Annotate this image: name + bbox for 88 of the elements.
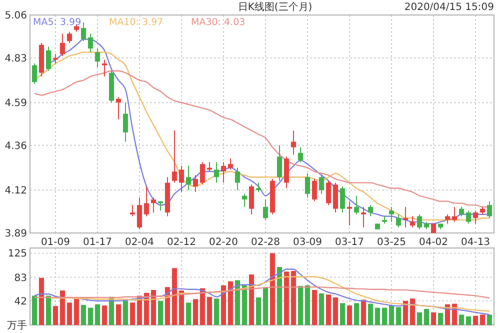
bar <box>270 253 276 325</box>
bar <box>214 298 220 325</box>
bar <box>74 298 80 325</box>
line-series <box>34 268 490 316</box>
bar <box>32 296 37 325</box>
x-tick-label: 02-28 <box>250 237 280 248</box>
y-tick-label: 4.12 <box>4 186 27 197</box>
bar <box>228 281 234 325</box>
bar <box>158 300 164 325</box>
bar <box>304 285 310 325</box>
bar <box>116 304 122 325</box>
bar <box>94 304 100 325</box>
y-tick-label: 4.59 <box>4 98 27 110</box>
bar <box>290 270 296 325</box>
bar <box>80 304 86 325</box>
x-tick-label: 03-09 <box>292 237 322 248</box>
x-tick-label: 02-12 <box>166 237 196 248</box>
y-tick-label: 83 <box>14 272 27 284</box>
bar <box>368 304 374 325</box>
bar <box>340 303 346 325</box>
bar <box>438 312 444 325</box>
bar <box>206 296 212 325</box>
x-tick-label: 03-25 <box>376 237 406 248</box>
x-tick-label: 03-17 <box>334 237 364 248</box>
bar <box>487 314 492 325</box>
chart-title: 日K线图(三个月) <box>238 1 312 13</box>
text: MA30: 4.03 <box>191 17 246 28</box>
bar <box>88 308 94 325</box>
y-tick-label: 125 <box>8 248 27 260</box>
bar <box>473 316 478 325</box>
bar <box>192 299 198 325</box>
y-tick-label: 4.83 <box>4 53 27 64</box>
bar <box>466 316 472 325</box>
y-tick-label: 万手 <box>7 320 27 332</box>
bar <box>346 305 352 325</box>
bar <box>52 306 58 325</box>
bar <box>298 286 304 325</box>
bar <box>66 302 72 325</box>
bar <box>396 307 402 325</box>
bar <box>262 287 268 325</box>
line-series <box>34 286 490 299</box>
series-label: MA5: 3.99 <box>33 17 82 28</box>
bar <box>332 297 338 325</box>
bar <box>416 312 422 325</box>
bar <box>430 312 436 325</box>
bar <box>382 308 388 325</box>
bar <box>326 294 332 325</box>
x-tick-label: 02-20 <box>208 237 238 248</box>
bar <box>220 285 226 325</box>
y-tick-label: 4.36 <box>4 140 27 152</box>
bar <box>186 302 192 325</box>
bar <box>354 303 360 325</box>
bar <box>150 290 156 325</box>
bar <box>360 300 366 325</box>
bar <box>122 300 128 325</box>
bar <box>284 272 290 325</box>
bar <box>374 308 380 325</box>
bar <box>424 308 430 325</box>
text: 2020/04/15 15:09 <box>404 2 494 13</box>
x-tick-label: 01-09 <box>40 237 70 248</box>
bar <box>242 285 248 325</box>
bar <box>60 290 66 325</box>
bar <box>256 297 262 325</box>
x-tick-label: 04-13 <box>460 237 490 248</box>
y-tick-label: 42 <box>14 296 27 308</box>
text: MA10: 3.97 <box>109 17 164 28</box>
bar <box>178 290 184 325</box>
bar <box>200 288 206 325</box>
bar <box>388 305 394 325</box>
bar <box>234 280 240 325</box>
y-tick-label: 5.06 <box>4 10 27 22</box>
bar <box>172 268 178 325</box>
bar <box>312 290 318 325</box>
bar <box>410 298 416 325</box>
x-tick-label: 01-17 <box>82 237 112 248</box>
bar <box>402 300 408 325</box>
bar <box>102 305 108 325</box>
y-tick-label: 3.89 <box>4 228 27 240</box>
bar <box>480 314 486 325</box>
bar <box>318 293 324 325</box>
bar <box>46 296 51 325</box>
bar <box>276 266 282 325</box>
bar <box>130 302 136 325</box>
x-tick-label: 04-02 <box>418 237 448 248</box>
bar <box>458 314 464 325</box>
bar <box>38 278 44 325</box>
bar <box>248 274 254 325</box>
x-tick-label: 02-04 <box>124 237 154 248</box>
